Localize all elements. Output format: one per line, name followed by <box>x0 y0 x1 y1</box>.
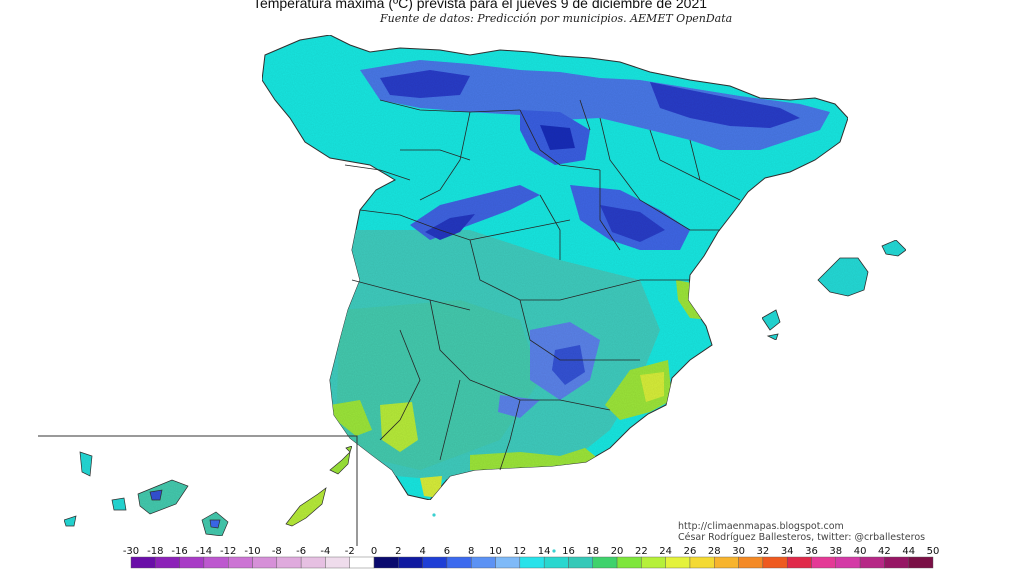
credit-author: César Rodríguez Ballesteros, twitter: @c… <box>678 532 926 543</box>
credit-url: http://climaenmapas.blogspot.com <box>678 521 844 532</box>
balearic-islands <box>761 239 907 341</box>
canary-inset-frame <box>38 435 358 546</box>
canary-islands <box>63 445 353 537</box>
map-title: Temperatura máxima (ºC) prevista para el… <box>252 0 708 11</box>
map-subtitle: Fuente de datos: Predicción por municipi… <box>380 12 733 25</box>
ceuta-mark <box>432 513 436 517</box>
melilla-mark <box>552 549 556 553</box>
peninsula <box>261 34 849 501</box>
